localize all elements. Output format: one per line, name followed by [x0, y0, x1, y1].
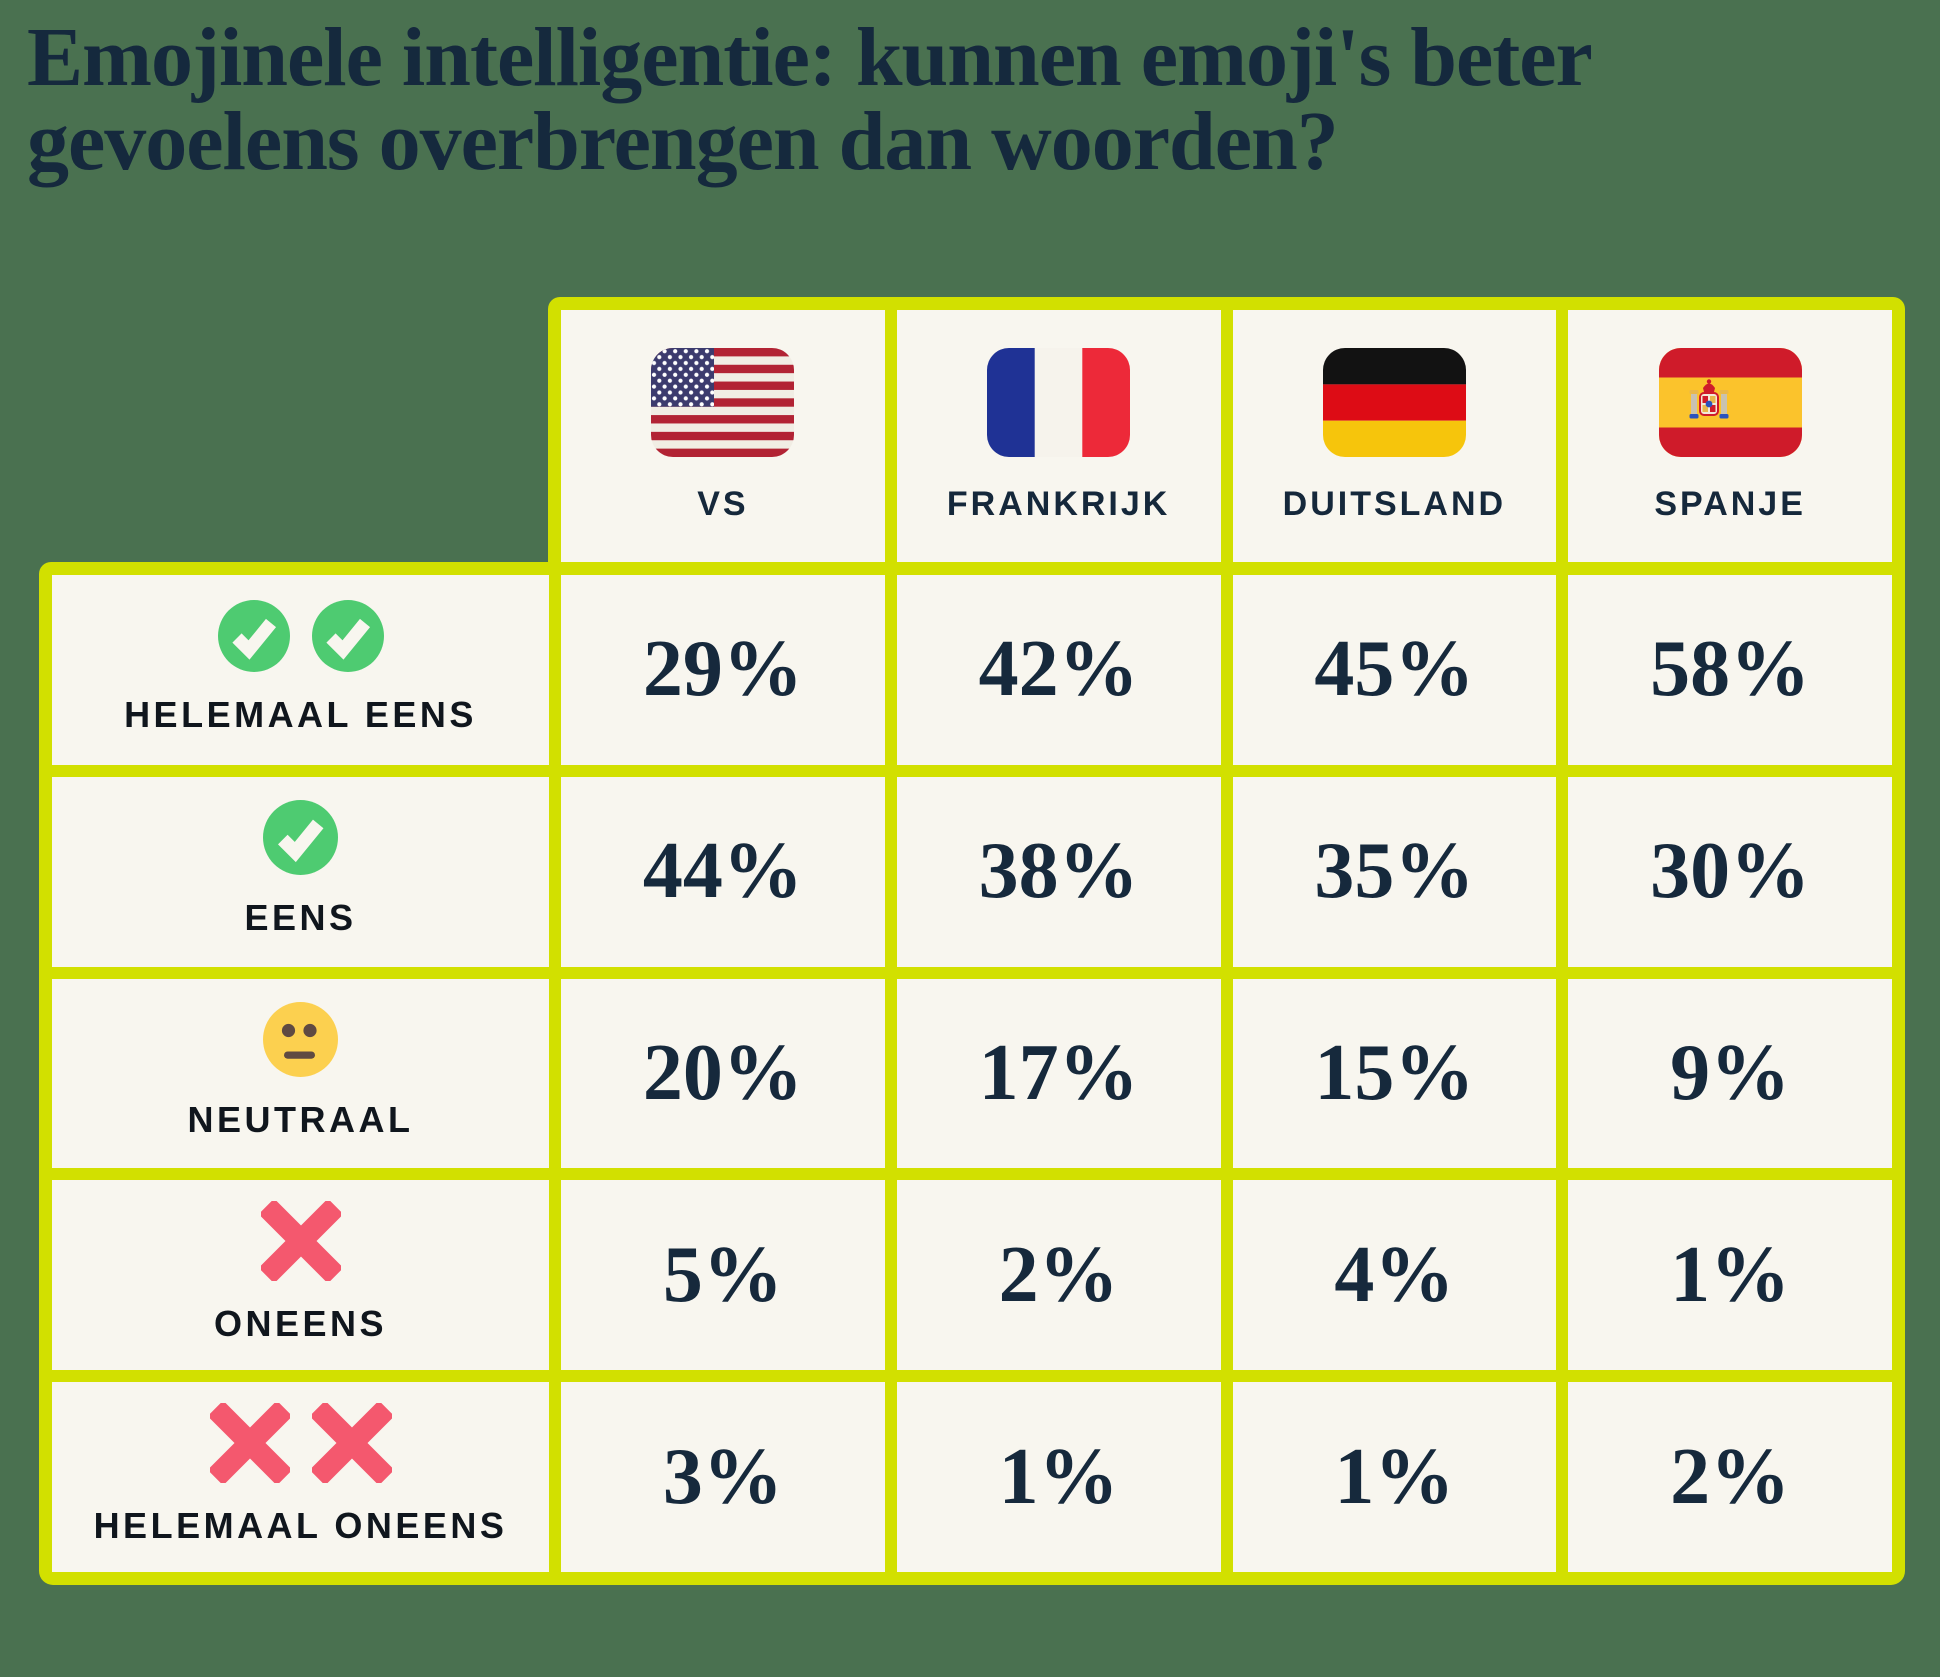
value-cell-neutraal-vs: 20% [561, 978, 885, 1169]
column-header-label: FRANKRIJK [946, 485, 1171, 523]
page-title: Emojinele intelligentie: kunnen emoji's … [27, 16, 1787, 184]
column-header-duitsland: DUITSLAND [1232, 310, 1557, 562]
single-cross-icon [260, 1201, 341, 1282]
row-label: HELEMAAL ONEENS [93, 1505, 508, 1547]
value-cell-eens-duitsland: 35% [1232, 776, 1557, 967]
value-cell-helemaal-oneens-spanje: 2% [1568, 1382, 1892, 1572]
spain-coat-of-arms [1689, 379, 1729, 419]
neutral-face-icon [263, 1001, 338, 1077]
cross-icon [260, 1201, 341, 1282]
value-cell-oneens-vs: 5% [561, 1180, 885, 1371]
column-header-label: DUITSLAND [1282, 485, 1507, 523]
cross-icon [209, 1403, 290, 1484]
row-label: HELEMAAL EENS [124, 693, 477, 735]
value-cell-helemaal-eens-duitsland: 45% [1232, 575, 1557, 765]
table-body: HELEMAAL EENS 29% 42% 45% 58% EENS 44% 3… [39, 562, 1905, 1585]
value-cell-eens-frankrijk: 38% [896, 776, 1221, 967]
column-header-label: VS [697, 485, 749, 523]
cross-icon [311, 1403, 392, 1484]
row-header-oneens: ONEENS [52, 1180, 549, 1371]
row-label: ONEENS [213, 1303, 388, 1345]
value-cell-eens-spanje: 30% [1568, 776, 1892, 967]
neutral-face-icon-wrap [263, 1001, 338, 1077]
check-icon [263, 800, 338, 876]
check-icon [217, 599, 290, 672]
spain-flag-icon [1658, 348, 1802, 457]
row-label: EENS [244, 897, 357, 939]
row-label: NEUTRAAL [187, 1098, 414, 1140]
column-header-frankrijk: FRANKRIJK [896, 310, 1221, 562]
row-header-helemaal-oneens: HELEMAAL ONEENS [52, 1382, 549, 1572]
us-flag-icon [651, 348, 795, 457]
column-header-spanje: SPANJE [1568, 310, 1892, 562]
page-title-line2: gevoelens overbrengen dan woorden? [27, 95, 1339, 188]
double-check-icons [217, 599, 384, 672]
page-title-line1: Emojinele intelligentie: kunnen emoji's … [27, 11, 1593, 104]
value-cell-helemaal-eens-frankrijk: 42% [896, 575, 1221, 765]
value-cell-helemaal-oneens-frankrijk: 1% [896, 1382, 1221, 1572]
check-icon [311, 599, 384, 672]
value-cell-oneens-duitsland: 4% [1232, 1180, 1557, 1371]
value-cell-oneens-frankrijk: 2% [896, 1180, 1221, 1371]
value-cell-neutraal-spanje: 9% [1568, 978, 1892, 1169]
double-cross-icons [209, 1403, 392, 1484]
value-cell-helemaal-oneens-duitsland: 1% [1232, 1382, 1557, 1572]
value-cell-neutraal-duitsland: 15% [1232, 978, 1557, 1169]
germany-flag-icon [1322, 348, 1466, 457]
value-cell-helemaal-oneens-vs: 3% [561, 1382, 885, 1572]
france-flag-icon [987, 348, 1131, 457]
value-cell-helemaal-eens-spanje: 58% [1568, 575, 1892, 765]
column-header-label: SPANJE [1654, 485, 1806, 523]
value-cell-oneens-spanje: 1% [1568, 1180, 1892, 1371]
column-header-vs: VS [561, 310, 885, 562]
single-check-icon [263, 800, 338, 876]
table-header-row: VS FRANKRIJK DUITSLAND [548, 297, 1905, 562]
row-header-neutraal: NEUTRAAL [52, 978, 549, 1169]
row-header-eens: EENS [52, 776, 549, 967]
value-cell-helemaal-eens-vs: 29% [561, 575, 885, 765]
value-cell-neutraal-frankrijk: 17% [896, 978, 1221, 1169]
value-cell-eens-vs: 44% [561, 776, 885, 967]
row-header-helemaal-eens: HELEMAAL EENS [52, 575, 549, 765]
